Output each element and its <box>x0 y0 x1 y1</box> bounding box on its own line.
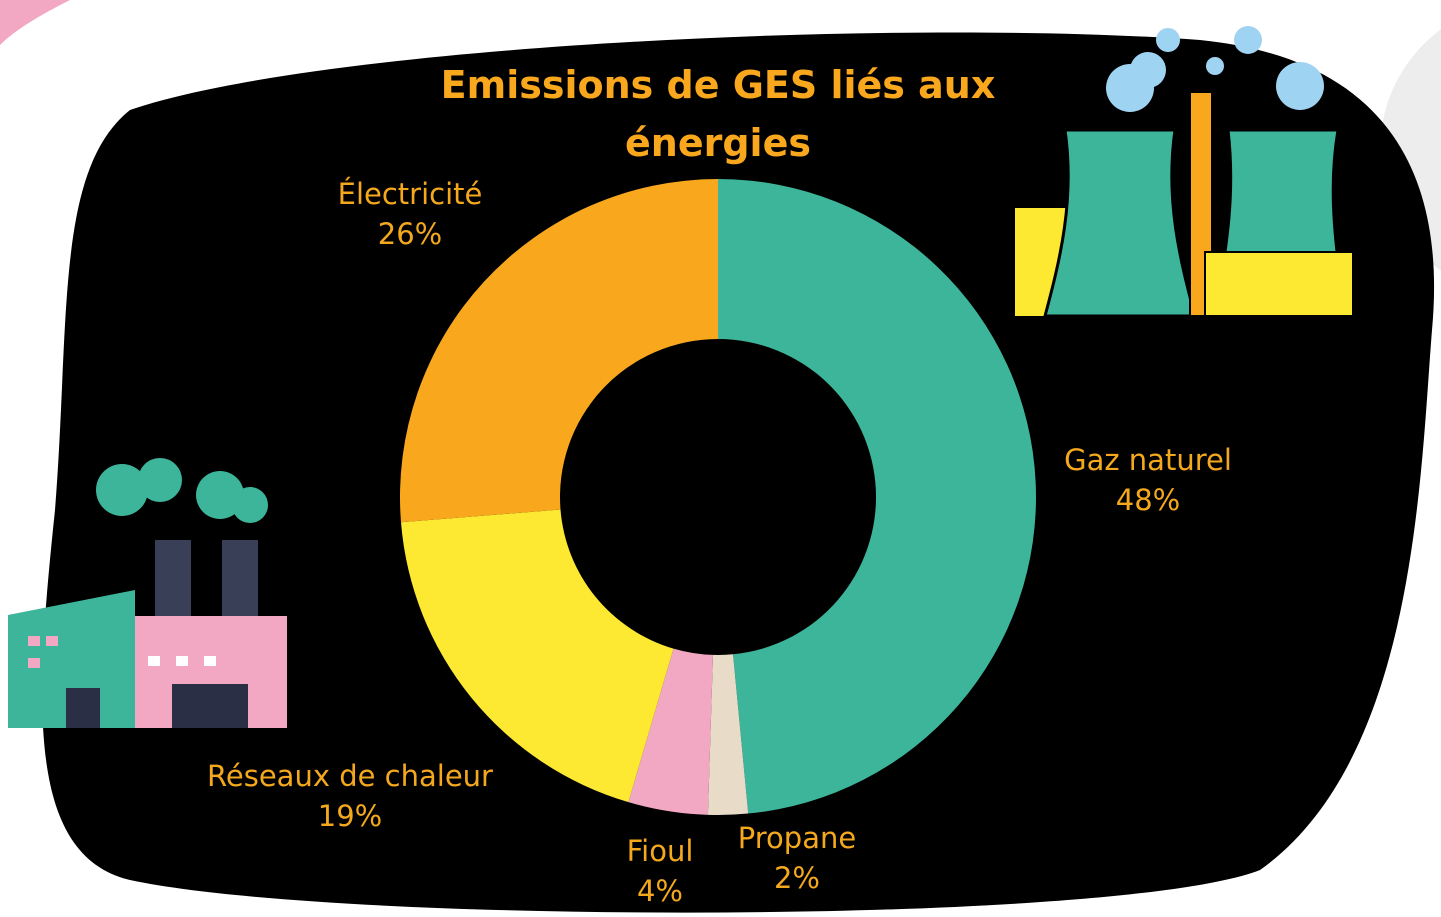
donut-slice <box>718 179 1036 814</box>
slice-value-label: 48% <box>1116 483 1180 517</box>
donut-slice <box>707 654 749 815</box>
power-plant-illustration <box>1015 26 1354 318</box>
slice-label: Réseaux de chaleur <box>207 759 493 793</box>
donut-slice <box>401 509 674 803</box>
donut-slice <box>400 179 718 523</box>
slice-label: Fioul <box>627 834 694 868</box>
slice-value-label: 4% <box>637 874 683 908</box>
slice-value-label: 19% <box>318 799 382 833</box>
chart-title: Emissions de GES liés aux énergies <box>440 63 996 165</box>
slice-label: Électricité <box>338 177 483 211</box>
slice-value-label: 26% <box>378 217 442 251</box>
slice-label: Gaz naturel <box>1064 443 1232 477</box>
donut-slice <box>628 648 713 815</box>
slice-value-label: 2% <box>774 861 820 895</box>
factory-illustration <box>8 458 287 728</box>
slice-label: Propane <box>738 821 856 855</box>
corner-decoration <box>0 0 70 45</box>
